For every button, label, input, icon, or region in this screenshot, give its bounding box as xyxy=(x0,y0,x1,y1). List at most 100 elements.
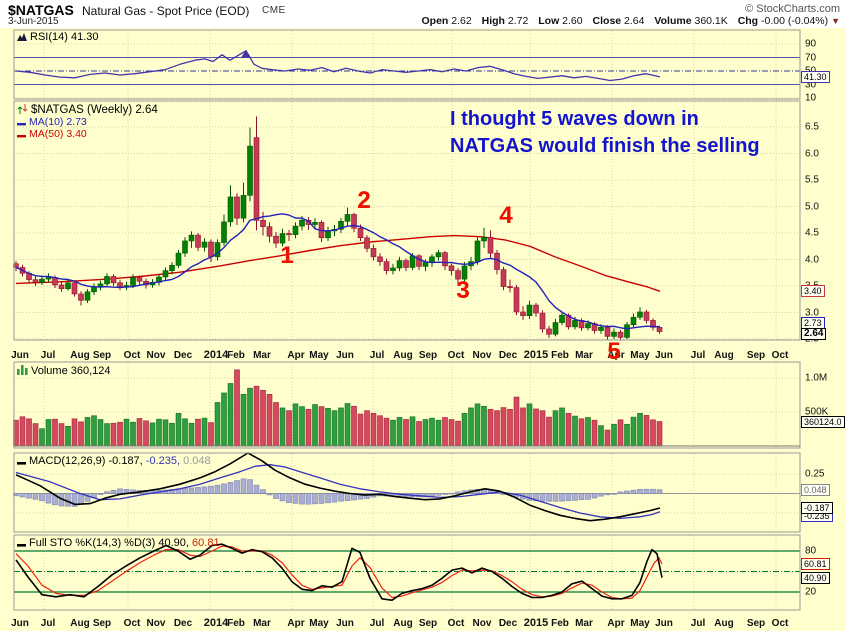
rsi-line xyxy=(15,50,661,82)
macd-histogram-bar xyxy=(260,489,266,494)
chg-label: Chg xyxy=(737,15,759,27)
candle-body xyxy=(260,219,266,227)
volume-bar xyxy=(383,417,390,447)
high-label: High xyxy=(481,15,505,27)
candle-body xyxy=(474,240,481,262)
macd-histogram-bar xyxy=(338,493,344,502)
exchange-label: CME xyxy=(262,5,286,16)
candle-body xyxy=(45,277,52,280)
macd-histogram-bar xyxy=(253,484,260,494)
volume-bar xyxy=(591,419,598,447)
candle-body xyxy=(117,282,123,288)
volume-bar xyxy=(273,402,279,447)
volume-bar xyxy=(357,413,364,447)
macd-histogram-bar xyxy=(455,491,461,494)
volume-bar xyxy=(123,418,130,447)
volume-bar xyxy=(578,418,585,447)
macd-histogram-bar xyxy=(598,493,604,497)
sto-k-value: 40.90, xyxy=(158,537,189,549)
volume-bar xyxy=(65,425,71,447)
macd-histogram-bar xyxy=(578,493,585,500)
annotation-line1: I thought 5 waves down in xyxy=(450,108,699,130)
candle-body xyxy=(279,233,286,244)
volume-bar xyxy=(58,423,65,447)
candle-body xyxy=(390,267,396,271)
close-label: Close xyxy=(592,15,622,27)
volume-bar xyxy=(331,410,338,447)
volume-bar xyxy=(585,417,591,447)
macd-hist-value: 0.048 xyxy=(183,455,211,467)
candle-body xyxy=(370,248,377,258)
macd-histogram-bar xyxy=(182,488,188,494)
macd-signal-line xyxy=(15,464,661,520)
macd-histogram-bar xyxy=(617,491,624,494)
macd-histogram-bar xyxy=(572,493,578,501)
candle-body xyxy=(546,328,552,335)
candle-body xyxy=(604,327,611,337)
volume-bar xyxy=(45,419,52,447)
ma10-line-icon xyxy=(17,118,26,129)
volume-bar xyxy=(500,407,507,447)
macd-histogram-bar xyxy=(533,493,539,502)
candle-body xyxy=(182,240,188,254)
candle-body xyxy=(32,279,39,283)
candle-body xyxy=(507,286,513,289)
volume-bar xyxy=(344,403,351,447)
macd-histogram-bar xyxy=(19,493,26,498)
sto-legend: Full STO %K(14,3) %D(3) 40.90, 60.81 xyxy=(17,538,220,550)
volume-bar xyxy=(214,402,221,447)
candle-body xyxy=(559,314,565,323)
high-value: 2.72 xyxy=(507,15,529,27)
candle-body xyxy=(104,276,110,285)
macd-histogram-bar xyxy=(546,493,552,502)
macd-histogram-bar xyxy=(65,493,71,507)
updown-arrows-icon xyxy=(17,104,28,117)
candle-body xyxy=(526,304,533,316)
candle-body xyxy=(273,235,279,244)
macd-histogram-bar xyxy=(195,487,201,494)
ma10-legend-text: MA(10) 2.73 xyxy=(29,116,87,128)
macd-histogram-bar xyxy=(325,493,331,504)
candle-body xyxy=(240,195,247,219)
price-panel-border xyxy=(13,100,801,341)
price-legend: $NATGAS (Weekly) 2.64 xyxy=(17,104,158,117)
volume-bar xyxy=(240,394,247,447)
candle-body xyxy=(292,225,299,235)
price-legend-name: $NATGAS (Weekly) xyxy=(31,104,133,116)
candle-body xyxy=(630,316,637,325)
volume-bar xyxy=(221,392,227,447)
macd-histogram-bar xyxy=(247,479,253,494)
candle-body xyxy=(214,242,221,258)
macd-histogram-bar xyxy=(292,493,299,504)
macd-histogram-bar xyxy=(104,491,110,494)
candle-body xyxy=(221,221,227,243)
candle-body xyxy=(455,270,461,280)
volume-bar xyxy=(377,415,383,447)
macd-histogram-bar xyxy=(78,493,84,505)
candle-body xyxy=(409,255,416,268)
volume-bar xyxy=(487,408,494,447)
macd-histogram-bar xyxy=(71,493,78,507)
volume-bar xyxy=(19,416,26,447)
macd-histogram-bar xyxy=(604,493,611,496)
macd-histogram-bar xyxy=(214,484,221,494)
candle-body xyxy=(585,323,591,329)
macd-panel-border xyxy=(13,452,801,533)
close-value: 2.64 xyxy=(624,15,645,27)
change-down-icon: ▼ xyxy=(831,16,840,26)
ma50-line-icon xyxy=(17,130,26,141)
macd-histogram-bar xyxy=(585,493,591,500)
candle-body xyxy=(351,214,357,229)
volume-bar xyxy=(416,421,422,447)
volume-bar xyxy=(169,422,175,447)
volume-bar xyxy=(643,415,650,447)
chart-background xyxy=(0,28,846,631)
candle-body xyxy=(435,252,442,258)
sto-d-line xyxy=(15,545,663,600)
volume-bar xyxy=(630,416,637,447)
volume-bar xyxy=(461,413,468,447)
low-label: Low xyxy=(538,15,560,27)
copyright: © StockCharts.com xyxy=(745,3,840,15)
